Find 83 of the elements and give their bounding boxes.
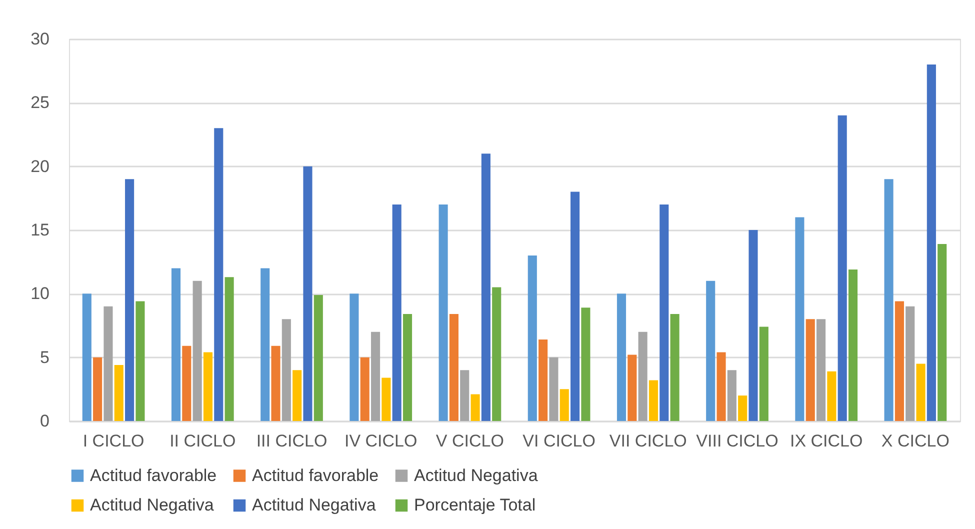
x-tick-label: II CICLO xyxy=(170,432,236,450)
bar xyxy=(392,204,402,421)
bar xyxy=(292,370,302,421)
bar xyxy=(171,268,181,421)
bar xyxy=(916,364,926,421)
bar xyxy=(748,230,758,421)
bar xyxy=(884,179,894,421)
bar xyxy=(449,314,458,421)
bar xyxy=(125,179,134,421)
bar xyxy=(727,370,736,421)
bar xyxy=(350,294,359,421)
legend-label: Porcentaje Total xyxy=(414,496,536,514)
bar xyxy=(282,319,291,421)
x-tick-label: IV CICLO xyxy=(344,432,418,450)
bar xyxy=(538,340,548,421)
bar xyxy=(670,314,680,421)
bar xyxy=(806,319,815,421)
y-tick-label: 25 xyxy=(30,93,50,112)
y-tick-label: 20 xyxy=(30,156,50,176)
bar xyxy=(192,280,202,421)
bar xyxy=(182,346,192,421)
x-tick-label: VI CICLO xyxy=(522,432,596,450)
y-tick-label: 10 xyxy=(30,284,50,304)
bar xyxy=(203,352,213,421)
bar xyxy=(438,204,448,421)
bar xyxy=(926,64,936,421)
x-tick-label: III CICLO xyxy=(256,432,328,450)
y-tick-label: 0 xyxy=(40,412,50,430)
y-tick-label: 5 xyxy=(40,348,50,367)
bar xyxy=(894,301,904,421)
bar xyxy=(759,326,768,421)
legend-label: Actitud favorable xyxy=(252,466,379,485)
x-tick-label: VIII CICLO xyxy=(696,432,778,450)
x-tick-label: V CICLO xyxy=(436,432,504,450)
bar xyxy=(214,128,224,421)
bar xyxy=(660,204,669,421)
legend-label: Actitud Negativa xyxy=(252,496,376,514)
bar xyxy=(382,378,391,421)
bar xyxy=(114,364,124,421)
bar xyxy=(360,357,370,421)
bar xyxy=(104,306,113,421)
bar xyxy=(795,217,804,421)
bar xyxy=(560,389,569,421)
bar xyxy=(82,294,92,421)
y-tick-label: 15 xyxy=(30,220,50,240)
bar xyxy=(260,268,270,421)
legend-label: Actitud favorable xyxy=(90,466,217,485)
bar xyxy=(271,346,280,421)
bar xyxy=(638,332,648,421)
bar xyxy=(492,287,502,421)
x-tick-label: VII CICLO xyxy=(609,432,687,450)
x-tick-label: X CICLO xyxy=(881,432,950,450)
bar xyxy=(827,371,836,421)
bar xyxy=(938,244,947,421)
bar xyxy=(648,380,658,421)
legend-label: Actitud Negativa xyxy=(90,496,214,514)
bar xyxy=(460,370,470,421)
bar xyxy=(706,280,716,421)
bar xyxy=(549,357,558,421)
bar xyxy=(906,306,915,421)
y-tick-label: 30 xyxy=(30,30,50,48)
bar xyxy=(581,308,590,421)
x-tick-label: I CICLO xyxy=(82,432,144,450)
bar xyxy=(481,154,490,421)
bar xyxy=(616,294,626,421)
bar xyxy=(136,301,145,421)
bar xyxy=(224,277,234,421)
bar xyxy=(402,314,412,421)
bar xyxy=(838,115,847,421)
bar xyxy=(470,394,480,421)
bar xyxy=(314,294,323,421)
bar xyxy=(848,269,858,421)
bar xyxy=(370,332,380,421)
bar xyxy=(93,357,102,421)
bar xyxy=(528,255,537,421)
legend-label: Actitud Negativa xyxy=(414,466,538,485)
bar xyxy=(716,352,726,421)
x-tick-label: IX CICLO xyxy=(790,432,863,450)
bar xyxy=(570,192,580,421)
bar xyxy=(816,319,826,421)
bar xyxy=(738,396,748,421)
bar xyxy=(628,354,637,421)
bar xyxy=(303,166,312,421)
